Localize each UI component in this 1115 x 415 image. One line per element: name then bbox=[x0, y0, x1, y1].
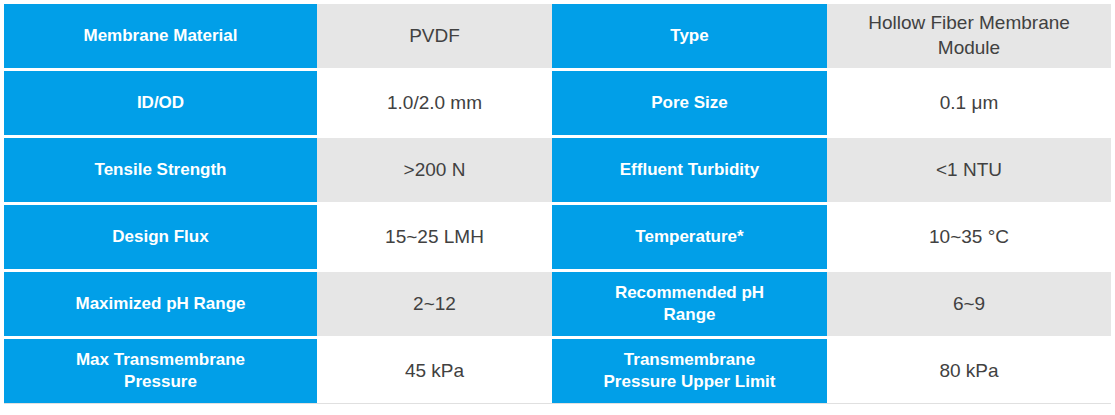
spec-label-cell: Design Flux bbox=[4, 205, 317, 269]
spec-value-cell: Hollow Fiber Membrane Module bbox=[827, 4, 1111, 68]
spec-label-cell: Membrane Material bbox=[4, 4, 317, 68]
spec-label: Effluent Turbidity bbox=[620, 159, 759, 181]
spec-label: Maximized pH Range bbox=[75, 293, 245, 315]
spec-value-cell: 6~9 bbox=[827, 272, 1111, 336]
spec-label-cell: Recommended pH Range bbox=[552, 272, 827, 336]
spec-value-cell: 80 kPa bbox=[827, 339, 1111, 403]
spec-label-cell: Transmembrane Pressure Upper Limit bbox=[552, 339, 827, 403]
spec-label: ID/OD bbox=[137, 92, 184, 114]
spec-value: 80 kPa bbox=[939, 359, 998, 384]
spec-label-cell: Tensile Strength bbox=[4, 138, 317, 202]
spec-table: Membrane Material PVDF Type Hollow Fiber… bbox=[4, 4, 1111, 404]
spec-value: 45 kPa bbox=[405, 359, 464, 384]
spec-value: 2~12 bbox=[413, 292, 456, 317]
spec-label-cell: Max Transmembrane Pressure bbox=[4, 339, 317, 403]
spec-value: PVDF bbox=[409, 24, 460, 49]
spec-label: Temperature* bbox=[635, 226, 743, 248]
spec-label: Type bbox=[670, 25, 708, 47]
spec-label-cell: Effluent Turbidity bbox=[552, 138, 827, 202]
spec-label-cell: ID/OD bbox=[4, 71, 317, 135]
spec-value: 0.1 μm bbox=[940, 91, 998, 116]
spec-label-cell: Type bbox=[552, 4, 827, 68]
spec-value: 10~35 °C bbox=[929, 225, 1009, 250]
spec-value-cell: <1 NTU bbox=[827, 138, 1111, 202]
spec-value-cell: PVDF bbox=[317, 4, 552, 68]
spec-label: Design Flux bbox=[112, 226, 208, 248]
spec-label: Membrane Material bbox=[84, 25, 238, 47]
spec-value-cell: 1.0/2.0 mm bbox=[317, 71, 552, 135]
spec-label-cell: Pore Size bbox=[552, 71, 827, 135]
spec-value-cell: 15~25 LMH bbox=[317, 205, 552, 269]
spec-value-cell: 10~35 °C bbox=[827, 205, 1111, 269]
spec-value-cell: 45 kPa bbox=[317, 339, 552, 403]
spec-value: <1 NTU bbox=[936, 158, 1002, 183]
spec-label-cell: Temperature* bbox=[552, 205, 827, 269]
spec-value: Hollow Fiber Membrane Module bbox=[852, 11, 1087, 60]
spec-value: >200 N bbox=[404, 158, 466, 183]
spec-label-cell: Maximized pH Range bbox=[4, 272, 317, 336]
spec-label: Tensile Strength bbox=[95, 159, 227, 181]
spec-value: 15~25 LMH bbox=[385, 225, 484, 250]
spec-value: 6~9 bbox=[953, 292, 985, 317]
spec-label: Max Transmembrane Pressure bbox=[46, 349, 276, 393]
spec-label: Transmembrane Pressure Upper Limit bbox=[597, 349, 782, 393]
spec-value-cell: 0.1 μm bbox=[827, 71, 1111, 135]
spec-value-cell: 2~12 bbox=[317, 272, 552, 336]
spec-label: Pore Size bbox=[651, 92, 728, 114]
spec-value-cell: >200 N bbox=[317, 138, 552, 202]
spec-value: 1.0/2.0 mm bbox=[387, 91, 482, 116]
spec-label: Recommended pH Range bbox=[597, 282, 782, 326]
